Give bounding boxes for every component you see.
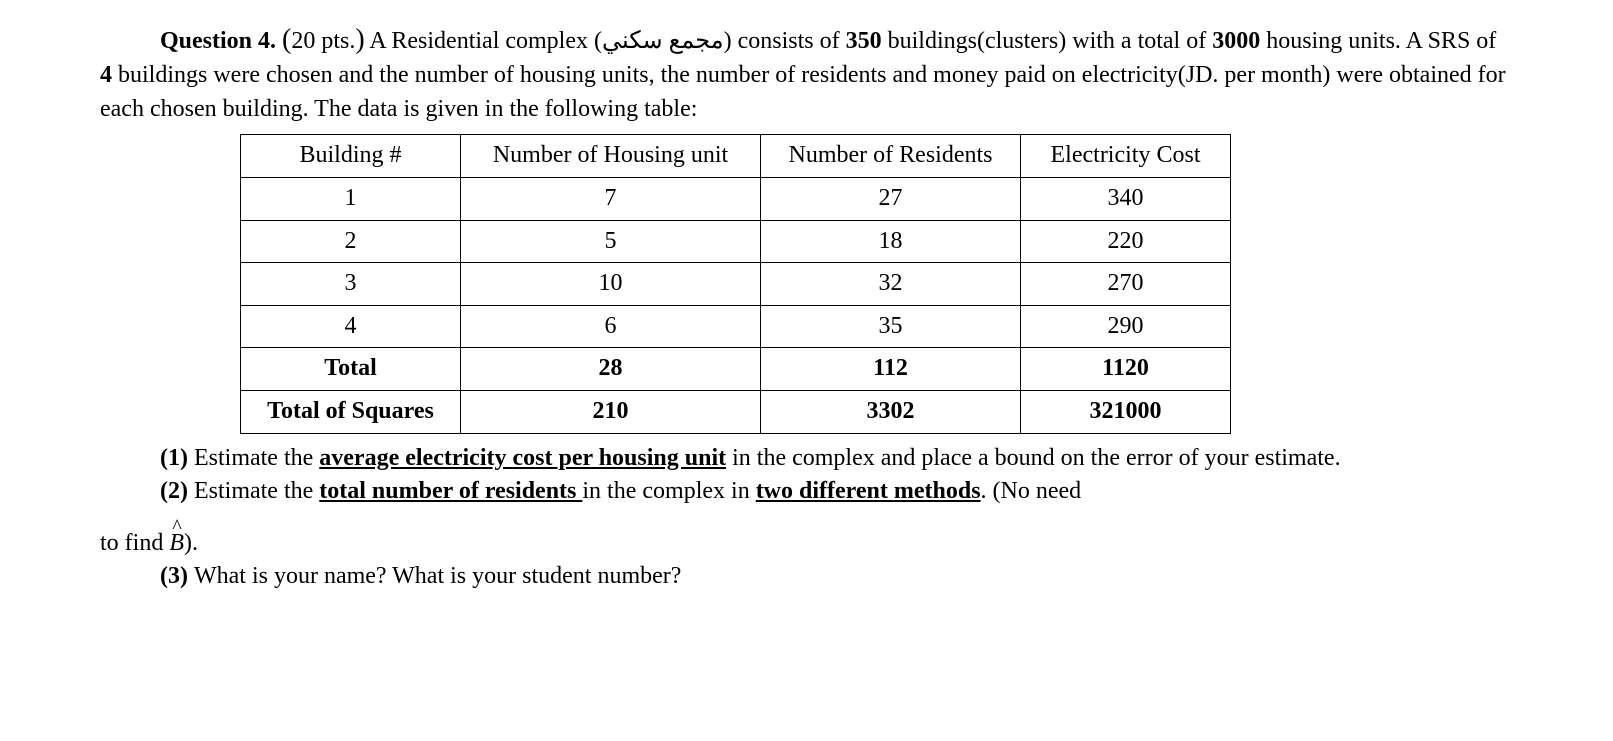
table-row: 3 10 32 270 xyxy=(241,263,1231,306)
cell-housing: 5 xyxy=(461,220,761,263)
cell-building: 3 xyxy=(241,263,461,306)
part2-bold1: total number of residents xyxy=(319,478,582,504)
table-header-row: Building # Number of Housing unit Number… xyxy=(241,135,1231,178)
part2-a: Estimate the xyxy=(194,478,319,504)
cell-residents: 18 xyxy=(761,220,1021,263)
cell-housing: 10 xyxy=(461,263,761,306)
table-row: 1 7 27 340 xyxy=(241,177,1231,220)
total-cost: 1120 xyxy=(1021,348,1231,391)
part2-prefix: (2) xyxy=(160,478,194,504)
total-residents: 112 xyxy=(761,348,1021,391)
srs-count: 4 xyxy=(100,62,112,88)
paren-open: ( xyxy=(282,24,291,55)
question-label: Question 4. xyxy=(160,28,276,54)
paren-close: ) xyxy=(355,24,364,55)
cell-building: 2 xyxy=(241,220,461,263)
buildings-count: 350 xyxy=(846,28,882,54)
part3-text: What is your name? What is your student … xyxy=(194,563,681,589)
total-label: Total xyxy=(241,348,461,391)
cell-cost: 220 xyxy=(1021,220,1231,263)
header-housing: Number of Housing unit xyxy=(461,135,761,178)
units-count: 3000 xyxy=(1212,28,1260,54)
cell-residents: 32 xyxy=(761,263,1021,306)
table-row: 4 6 35 290 xyxy=(241,305,1231,348)
squares-cost: 321000 xyxy=(1021,390,1231,433)
header-building: Building # xyxy=(241,135,461,178)
part2-c: . (No need xyxy=(981,478,1082,504)
question-paragraph: Question 4. (20 pts.) A Residential comp… xyxy=(100,20,1513,126)
part2-b: in the complex in xyxy=(582,478,755,504)
header-cost: Electricity Cost xyxy=(1021,135,1231,178)
intro-p4: housing units. A SRS of xyxy=(1260,28,1496,54)
cell-building: 1 xyxy=(241,177,461,220)
cell-housing: 7 xyxy=(461,177,761,220)
table-row: 2 5 18 220 xyxy=(241,220,1231,263)
part2-bold2: two different methods xyxy=(756,478,981,504)
part1-bold: average electricity cost per housing uni… xyxy=(319,445,726,471)
intro-p1: A Residential complex ( xyxy=(369,28,602,54)
points: 20 pts. xyxy=(291,28,355,54)
table-squares-row: Total of Squares 210 3302 321000 xyxy=(241,390,1231,433)
total-housing: 28 xyxy=(461,348,761,391)
data-table: Building # Number of Housing unit Number… xyxy=(240,134,1231,433)
header-residents: Number of Residents xyxy=(761,135,1021,178)
squares-label: Total of Squares xyxy=(241,390,461,433)
squares-residents: 3302 xyxy=(761,390,1021,433)
part3-prefix: (3) xyxy=(160,563,194,589)
intro-p3: buildings(clusters) with a total of xyxy=(882,28,1213,54)
b-hat-variable: B xyxy=(169,527,184,561)
arabic-text: مجمع سكني xyxy=(602,28,724,54)
cell-residents: 27 xyxy=(761,177,1021,220)
part1-prefix: (1) xyxy=(160,445,194,471)
cell-residents: 35 xyxy=(761,305,1021,348)
cell-housing: 6 xyxy=(461,305,761,348)
part-2-cont: to find B). xyxy=(100,527,1513,561)
part-1: (1) Estimate the average electricity cos… xyxy=(100,442,1513,476)
part1-a: Estimate the xyxy=(194,445,319,471)
part2-end: ). xyxy=(184,530,198,556)
cell-building: 4 xyxy=(241,305,461,348)
part-2: (2) Estimate the total number of residen… xyxy=(100,475,1513,509)
cell-cost: 340 xyxy=(1021,177,1231,220)
cell-cost: 270 xyxy=(1021,263,1231,306)
squares-housing: 210 xyxy=(461,390,761,433)
part1-b: in the complex and place a bound on the … xyxy=(726,445,1340,471)
part2-cont: to find xyxy=(100,530,169,556)
intro-p5: buildings were chosen and the number of … xyxy=(100,62,1506,122)
part-3: (3) What is your name? What is your stud… xyxy=(100,560,1513,594)
cell-cost: 290 xyxy=(1021,305,1231,348)
table-total-row: Total 28 112 1120 xyxy=(241,348,1231,391)
intro-p2: ) consists of xyxy=(724,28,846,54)
